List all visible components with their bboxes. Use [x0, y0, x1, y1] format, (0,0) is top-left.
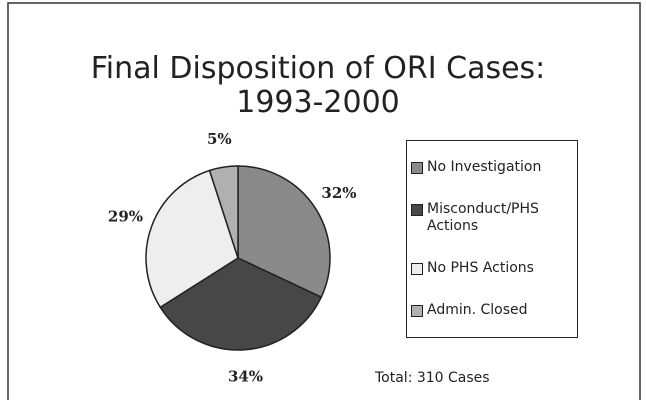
legend-item: No Investigation — [411, 159, 573, 176]
legend-swatch — [411, 304, 423, 317]
frame — [7, 2, 641, 400]
legend-label: No PHS Actions — [427, 259, 534, 276]
chart-title: Final Disposition of ORI Cases: — [91, 51, 546, 86]
chart-title: 1993-2000 — [236, 85, 400, 120]
legend: No Investigation Misconduct/PHS Actions No… — [406, 140, 578, 338]
data-label: 32% — [321, 184, 356, 202]
data-label: 29% — [108, 207, 143, 225]
legend-item: Admin. Closed — [411, 302, 573, 319]
legend-label: No Investigation — [427, 159, 542, 176]
data-label: 5% — [207, 130, 232, 148]
legend-item: Misconduct/PHS Actions — [411, 201, 573, 235]
pie-slice — [159, 257, 323, 351]
pie-slice — [237, 165, 331, 299]
data-label: 34% — [228, 367, 263, 385]
pie-slice — [208, 165, 239, 259]
legend-swatch — [411, 162, 423, 175]
legend-swatch — [411, 262, 423, 275]
legend-swatch — [411, 204, 423, 217]
legend-label: Admin. Closed — [427, 301, 528, 318]
legend-item: No PHS Actions — [411, 260, 573, 277]
pie-slice — [145, 169, 239, 309]
legend-label: Misconduct/PHS Actions — [427, 201, 539, 235]
annotation: Total: 310 Cases — [375, 370, 490, 386]
